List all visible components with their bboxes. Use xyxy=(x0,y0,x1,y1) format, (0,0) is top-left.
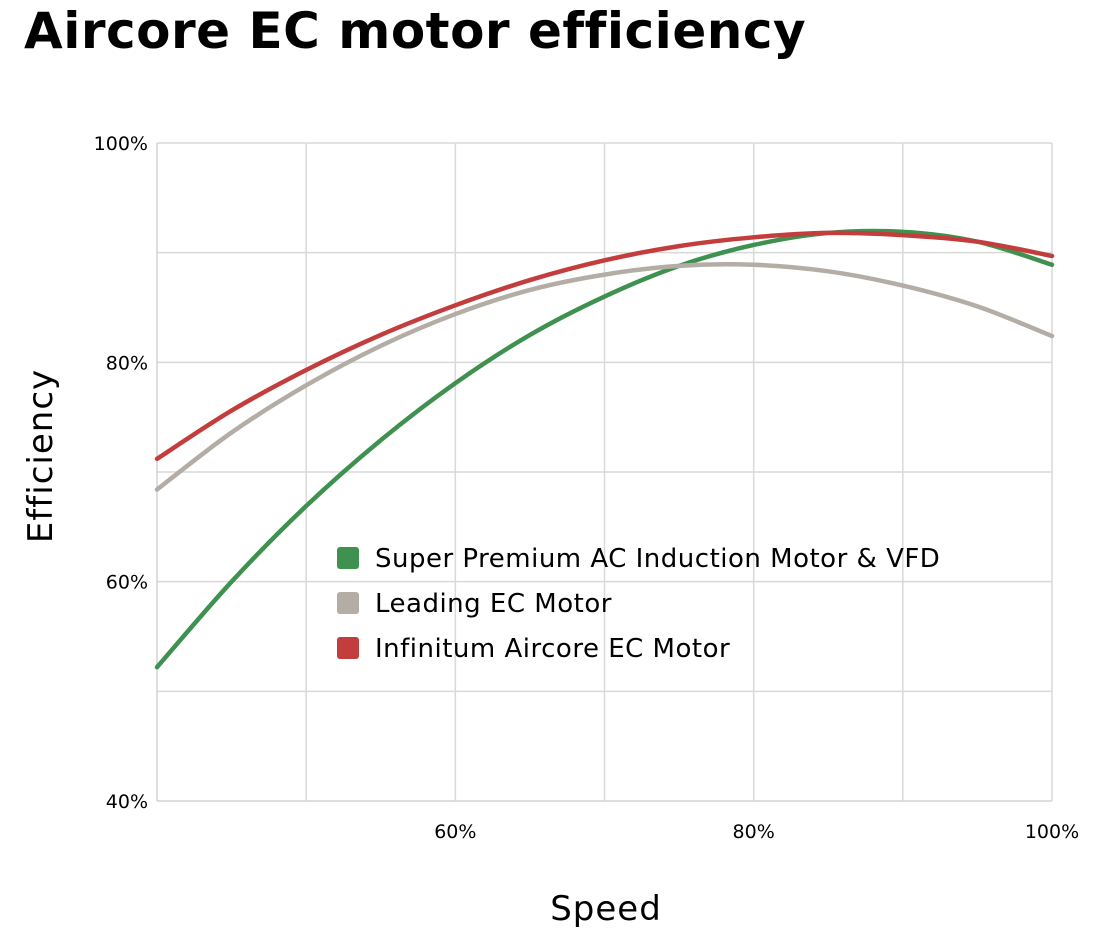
legend-swatch xyxy=(337,592,359,614)
legend-label: Super Premium AC Induction Motor & VFD xyxy=(375,544,940,574)
y-tick-label: 60% xyxy=(106,572,148,594)
series-lines xyxy=(154,228,1055,670)
plot-frame xyxy=(156,143,1052,802)
tick-labels: 40% 60% 80% 100% 60% 80% 100% xyxy=(94,133,1079,843)
series-line-super-premium-ac-induction-motor-vfd xyxy=(154,228,1055,670)
x-axis-title: Speed xyxy=(550,889,662,929)
x-tick-label: 80% xyxy=(733,821,775,843)
y-tick-label: 80% xyxy=(106,352,148,374)
y-axis-title: Efficiency xyxy=(21,369,61,543)
legend-label: Leading EC Motor xyxy=(375,589,612,619)
x-tick-label: 60% xyxy=(434,821,476,843)
grid xyxy=(157,142,1053,801)
legend-label: Infinitum Aircore EC Motor xyxy=(375,634,730,664)
legend-swatch xyxy=(337,637,359,659)
legend: Super Premium AC Induction Motor & VFD Le… xyxy=(337,544,940,664)
legend-swatch xyxy=(337,547,359,569)
y-tick-label: 40% xyxy=(106,791,148,813)
chart-title: Aircore EC motor efficiency xyxy=(24,2,807,60)
series-line-infinitum-aircore-ec-motor xyxy=(154,230,1055,462)
x-tick-label: 100% xyxy=(1025,821,1079,843)
y-tick-label: 100% xyxy=(94,133,148,155)
series-line-leading-ec-motor xyxy=(154,261,1055,492)
